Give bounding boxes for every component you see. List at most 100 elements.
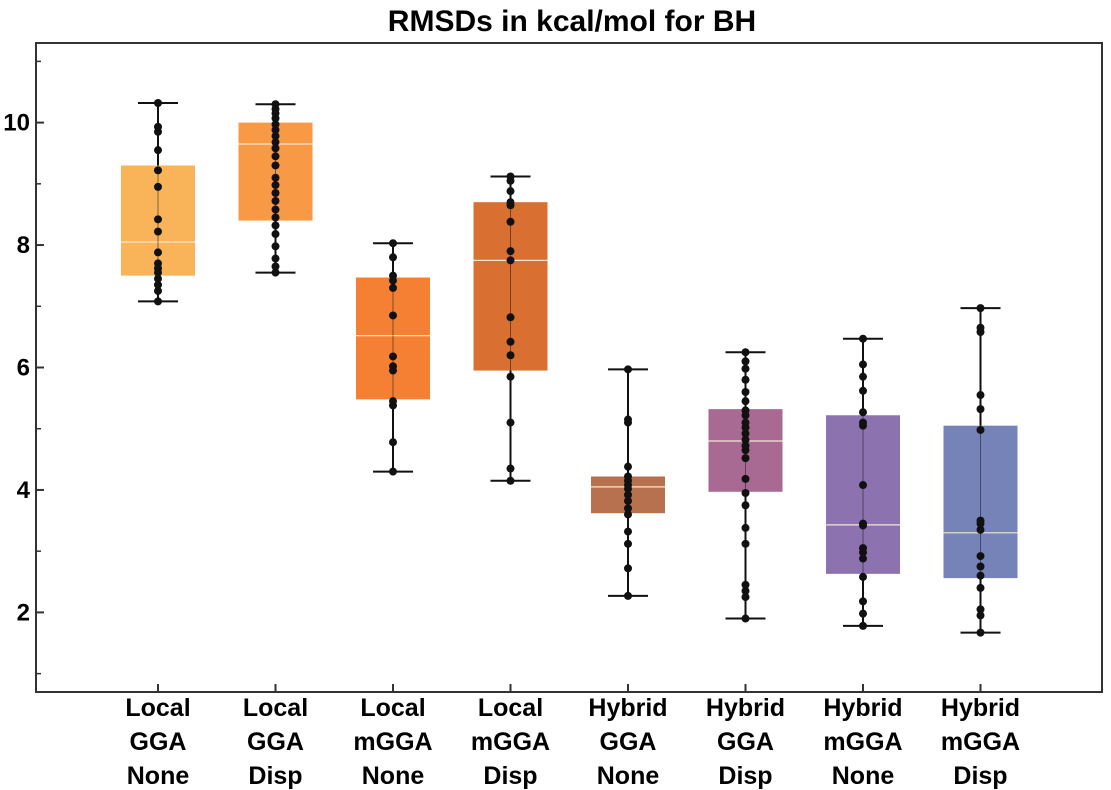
data-point-2-11 — [389, 253, 397, 262]
data-point-7-7 — [976, 525, 985, 534]
category-label-line: Hybrid — [941, 694, 1020, 722]
data-point-6-4 — [859, 554, 867, 563]
data-point-3-12 — [506, 187, 515, 196]
data-point-3-3 — [506, 372, 515, 381]
category-label-7: Hybrid mGGA Disp — [941, 694, 1020, 790]
category-label-line: None — [597, 762, 660, 790]
data-point-0-0 — [154, 297, 162, 306]
category-label-line: Disp — [953, 762, 1007, 790]
category-label-line: GGA — [130, 728, 187, 756]
data-point-1-13 — [271, 152, 280, 161]
data-point-3-11 — [506, 198, 515, 207]
data-point-5-1 — [741, 593, 750, 602]
data-point-1-1 — [271, 262, 280, 271]
data-point-6-11 — [859, 418, 867, 427]
data-point-7-3 — [976, 583, 985, 592]
box-4 — [591, 365, 665, 600]
y-tick-label-8: 8 — [17, 232, 30, 259]
data-point-0-1 — [154, 286, 162, 295]
data-point-5-3 — [741, 580, 750, 589]
box-2 — [356, 239, 430, 476]
data-point-1-16 — [271, 132, 280, 141]
data-point-1-8 — [271, 196, 280, 205]
plot-frame — [35, 42, 1103, 693]
category-label-line: Local — [125, 694, 190, 722]
data-point-0-3 — [154, 274, 162, 283]
data-point-1-22 — [271, 100, 280, 109]
data-point-6-14 — [859, 372, 867, 381]
data-point-2-5 — [389, 362, 397, 371]
data-point-1-12 — [271, 161, 280, 170]
data-point-7-2 — [976, 605, 985, 614]
data-point-2-6 — [389, 352, 397, 361]
data-point-0-10 — [154, 182, 162, 191]
data-point-2-12 — [389, 239, 397, 248]
data-point-0-12 — [154, 146, 162, 155]
data-point-5-7 — [741, 489, 750, 498]
data-point-5-17 — [741, 406, 750, 415]
data-point-6-16 — [859, 334, 867, 343]
boxes-layer — [121, 99, 1018, 637]
data-point-1-4 — [271, 230, 280, 239]
category-label-4: Hybrid GGA None — [588, 694, 667, 790]
box-0 — [121, 99, 195, 306]
data-point-5-19 — [741, 387, 750, 396]
category-label-line: Local — [360, 694, 425, 722]
data-point-5-15 — [741, 418, 750, 427]
category-label-line: Disp — [718, 762, 772, 790]
y-tick-label-4: 4 — [17, 477, 31, 504]
data-point-4-6 — [624, 496, 632, 505]
data-point-3-7 — [506, 256, 515, 265]
data-point-7-10 — [976, 425, 985, 434]
data-point-6-6 — [859, 544, 867, 553]
category-label-2: Local mGGA None — [353, 694, 432, 790]
category-label-line: mGGA — [471, 728, 550, 756]
data-point-7-11 — [976, 405, 985, 414]
data-point-5-12 — [741, 435, 750, 444]
data-point-1-14 — [271, 144, 280, 153]
data-point-3-2 — [506, 418, 515, 427]
data-point-7-12 — [976, 391, 985, 400]
data-point-1-11 — [271, 173, 280, 182]
data-point-6-13 — [859, 386, 867, 395]
category-label-3: Local mGGA Disp — [471, 694, 550, 790]
data-point-5-13 — [741, 429, 750, 438]
data-point-7-9 — [976, 516, 985, 525]
y-tick-label-2: 2 — [17, 599, 30, 626]
data-point-1-0 — [271, 268, 280, 277]
data-point-6-0 — [859, 621, 867, 630]
category-label-6: Hybrid mGGA None — [823, 694, 902, 790]
category-label-line: Disp — [248, 762, 302, 790]
data-point-5-22 — [741, 357, 750, 366]
box-1 — [238, 100, 313, 277]
category-label-line: mGGA — [353, 728, 432, 756]
box-6 — [826, 334, 900, 630]
data-point-5-21 — [741, 364, 750, 373]
category-label-line: Disp — [483, 762, 537, 790]
data-point-1-10 — [271, 181, 280, 190]
data-point-6-15 — [859, 360, 867, 369]
box-3 — [473, 172, 548, 485]
data-point-6-9 — [859, 481, 867, 490]
data-point-7-14 — [976, 323, 985, 332]
data-point-3-6 — [506, 313, 515, 322]
data-point-0-14 — [154, 122, 162, 131]
data-point-4-3 — [624, 527, 632, 536]
data-point-2-3 — [389, 397, 397, 406]
data-point-1-6 — [271, 213, 280, 222]
data-point-6-3 — [859, 572, 867, 581]
box-5 — [708, 348, 783, 623]
data-point-4-7 — [624, 490, 632, 499]
box-7 — [943, 304, 1018, 637]
data-point-1-2 — [271, 254, 280, 263]
data-point-1-5 — [271, 221, 280, 230]
category-label-line: Hybrid — [588, 694, 667, 722]
data-point-4-12 — [624, 462, 632, 471]
data-point-0-6 — [154, 259, 162, 268]
data-point-6-1 — [859, 609, 867, 618]
data-point-0-15 — [154, 99, 162, 108]
data-point-5-6 — [741, 501, 750, 510]
category-label-line: None — [127, 762, 190, 790]
